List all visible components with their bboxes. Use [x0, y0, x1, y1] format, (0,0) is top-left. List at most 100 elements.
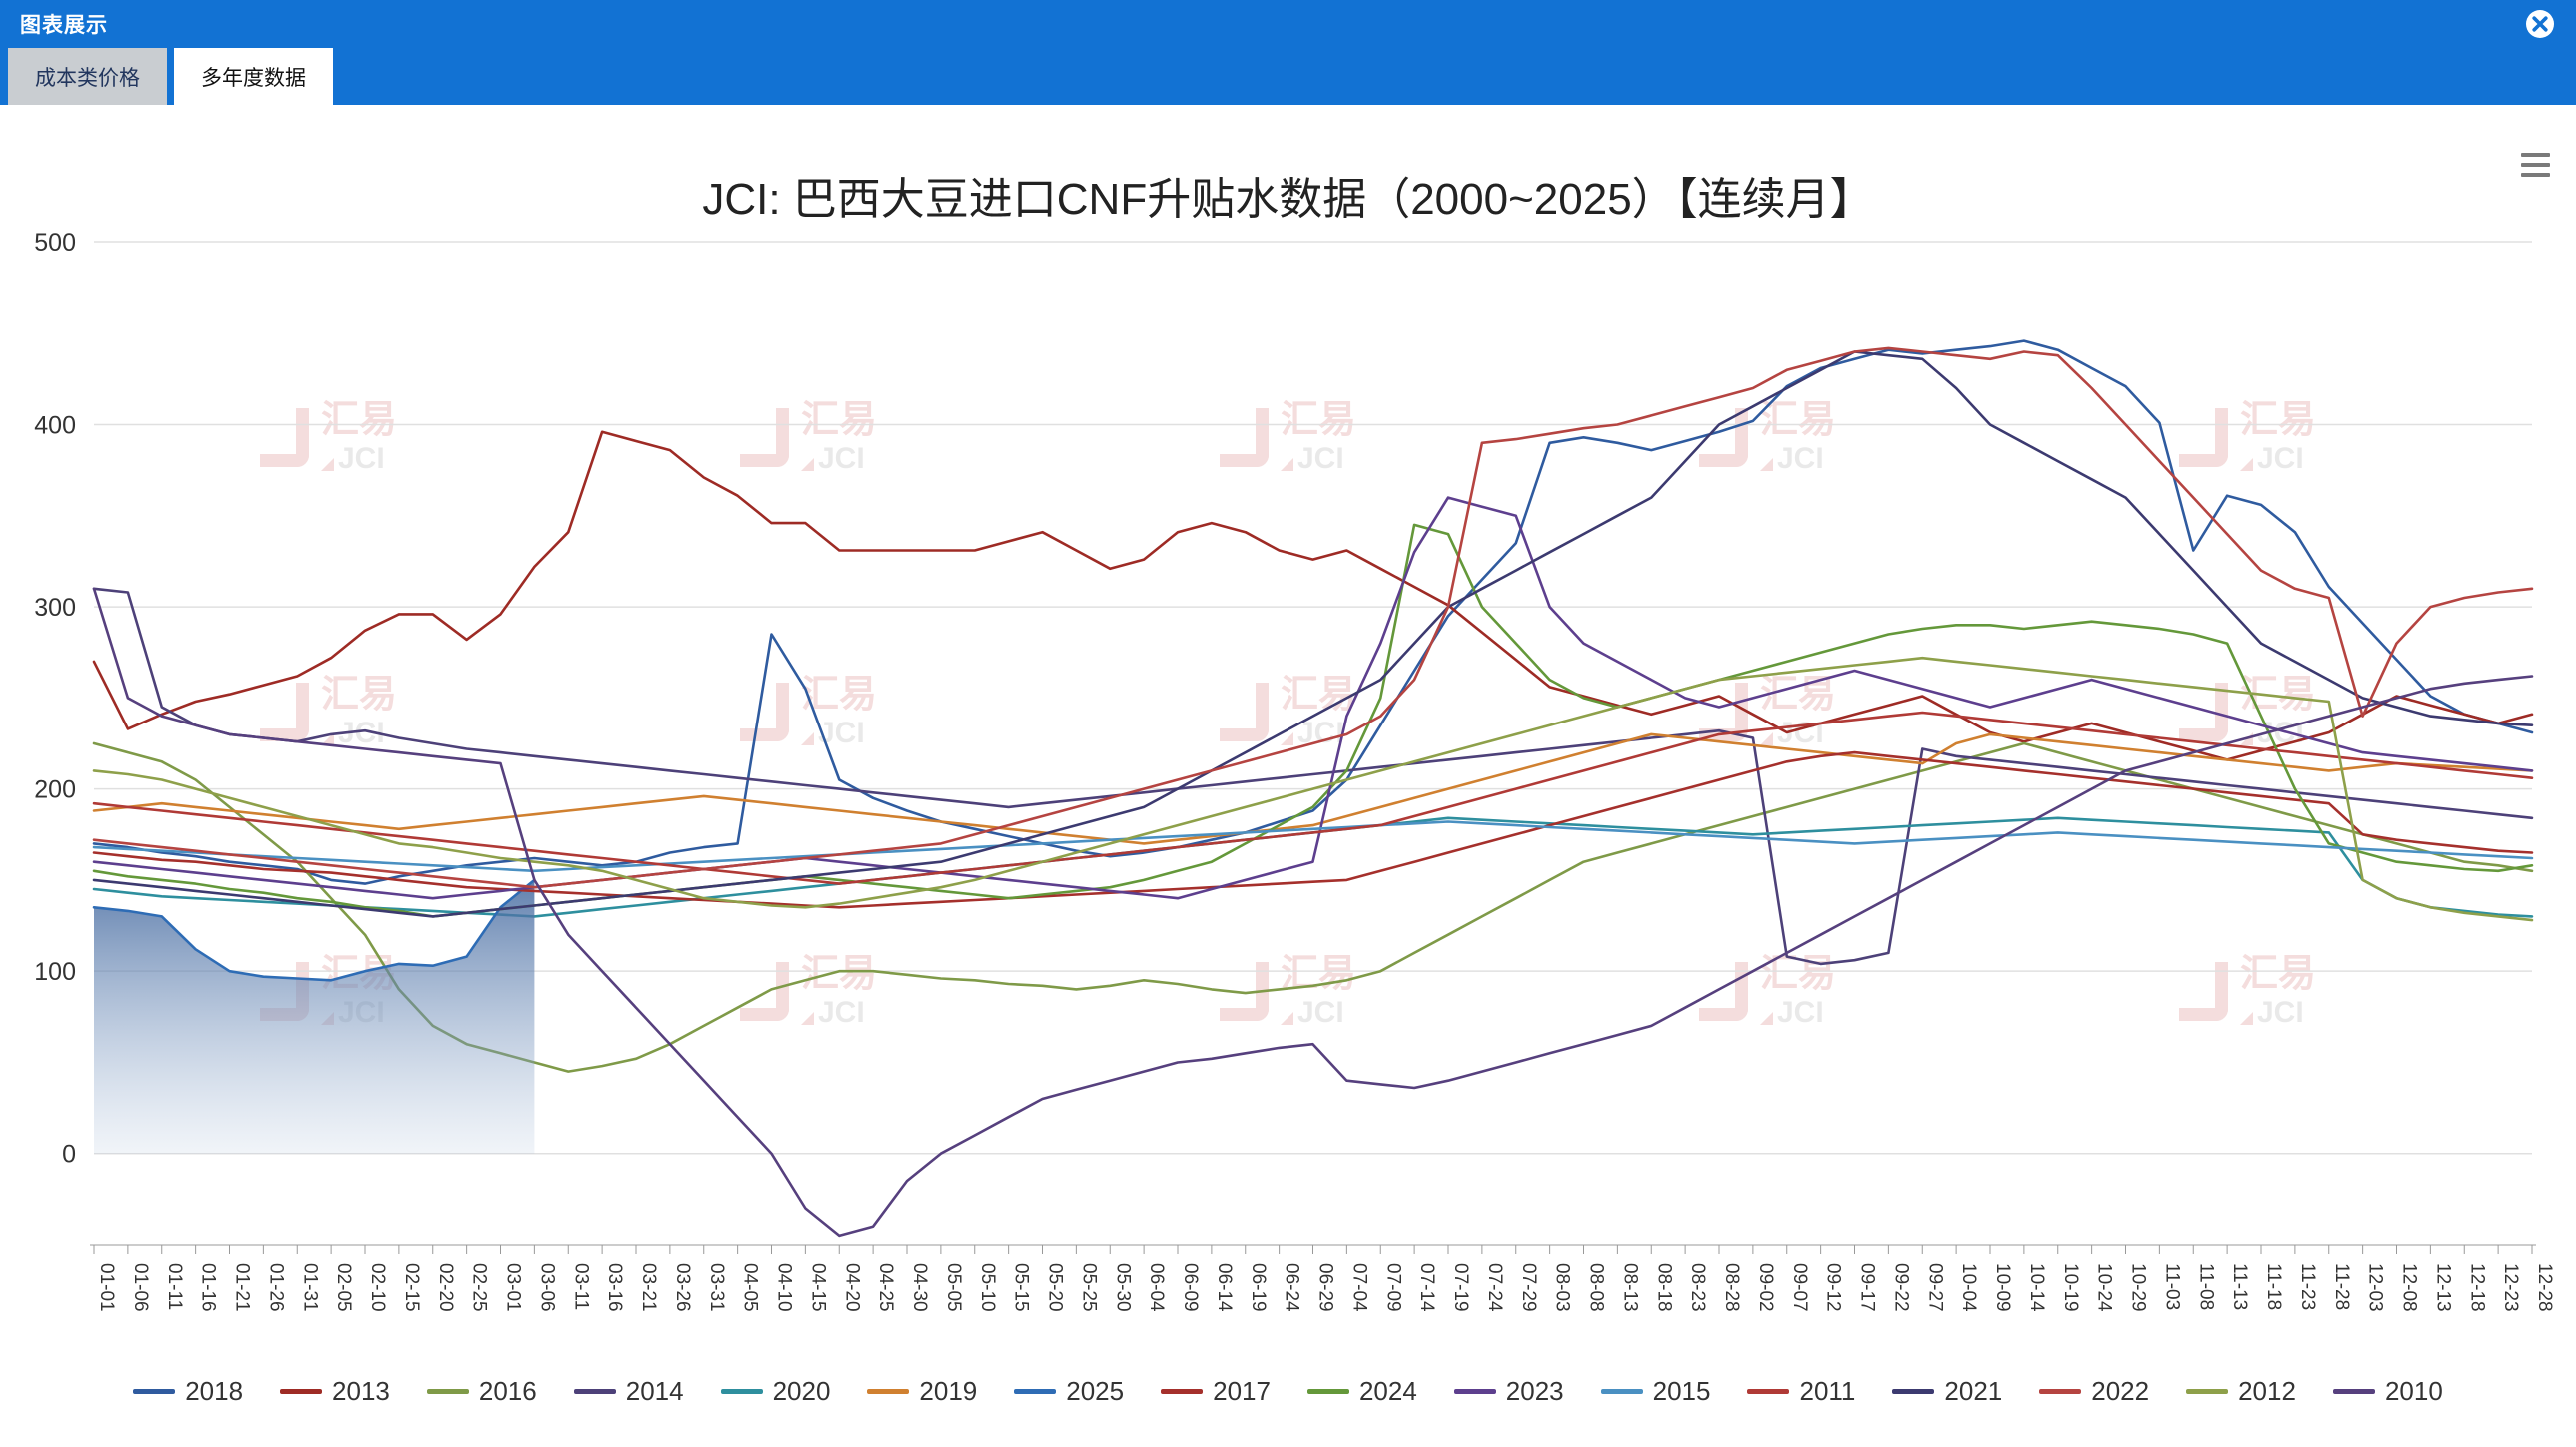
legend-item-2023[interactable]: 2023	[1453, 1376, 1564, 1407]
legend-label: 2013	[332, 1376, 390, 1406]
x-axis-label: 07-09	[1382, 1263, 1403, 1312]
x-axis-label: 06-04	[1146, 1263, 1167, 1312]
x-axis-label: 07-14	[1416, 1263, 1437, 1312]
x-axis-label: 08-08	[1586, 1263, 1607, 1312]
x-axis-label: 03-11	[570, 1263, 591, 1310]
series-line-2019[interactable]	[92, 732, 2534, 845]
window-titlebar: 图表展示	[0, 0, 2576, 48]
legend-item-2010[interactable]: 2010	[2332, 1376, 2443, 1407]
x-axis-label: 03-26	[672, 1263, 693, 1312]
series-line-2018[interactable]	[92, 339, 2534, 885]
y-axis-label: 200	[34, 776, 76, 804]
legend-line-icon	[1453, 1389, 1496, 1394]
legend-line-icon	[2039, 1389, 2082, 1394]
x-axis-label: 09-07	[1789, 1263, 1810, 1312]
legend-label: 2020	[772, 1376, 831, 1406]
legend-label: 2019	[919, 1376, 978, 1406]
legend-item-2020[interactable]: 2020	[720, 1376, 831, 1407]
legend-item-2014[interactable]: 2014	[573, 1376, 684, 1407]
x-axis-label: 03-21	[638, 1263, 659, 1312]
close-icon	[2526, 10, 2554, 38]
x-axis-label: 12-03	[2365, 1263, 2386, 1312]
legend-label: 2018	[185, 1376, 244, 1406]
x-axis-label: 10-14	[2026, 1263, 2047, 1312]
series-line-2012[interactable]	[92, 656, 2534, 922]
series-line-2025[interactable]	[92, 878, 536, 982]
legend-item-2017[interactable]: 2017	[1161, 1376, 1271, 1407]
legend-line-icon	[1306, 1389, 1349, 1394]
x-axis-label: 01-31	[299, 1263, 320, 1312]
x-axis-label: 11-28	[2331, 1263, 2352, 1310]
x-axis-label: 04-15	[807, 1263, 828, 1312]
legend-item-2015[interactable]: 2015	[1600, 1376, 1711, 1407]
legend-line-icon	[2186, 1389, 2229, 1394]
x-axis-label: 01-11	[164, 1263, 185, 1310]
series-line-2017[interactable]	[92, 750, 2534, 909]
chart-canvas[interactable]: 0 100 200 300 400 500 01-01 01-06 01-11 01-16 01-2…	[0, 105, 2576, 1447]
legend-label: 2015	[1652, 1376, 1711, 1406]
y-axis-label: 500	[34, 229, 76, 257]
x-axis-label: 01-21	[232, 1263, 253, 1312]
x-axis-label: 03-01	[503, 1263, 524, 1312]
x-axis-label: 10-09	[1992, 1263, 2013, 1312]
legend-line-icon	[573, 1389, 616, 1394]
series-line-2023[interactable]	[92, 496, 2534, 900]
x-axis-label: 12-23	[2500, 1263, 2521, 1312]
series-line-2022[interactable]	[92, 346, 2534, 889]
x-axis-label: 08-28	[1721, 1263, 1742, 1312]
legend-line-icon	[426, 1389, 469, 1394]
tab-bar: 成本类价格 多年度数据	[0, 48, 2576, 105]
legend-item-2016[interactable]: 2016	[426, 1376, 537, 1407]
x-axis-label: 01-26	[265, 1263, 286, 1312]
x-axis-label: 10-24	[2094, 1263, 2115, 1312]
legend-line-icon	[1600, 1389, 1643, 1394]
legend-item-2011[interactable]: 2011	[1747, 1376, 1855, 1407]
x-axis-label: 12-08	[2399, 1263, 2420, 1312]
y-axis-label: 300	[34, 594, 76, 622]
y-axis-label: 0	[62, 1141, 76, 1169]
legend-item-2022[interactable]: 2022	[2039, 1376, 2149, 1407]
legend-line-icon	[133, 1389, 176, 1394]
series-line-2011[interactable]	[92, 711, 2534, 885]
x-axis-label: 07-24	[1484, 1263, 1505, 1312]
legend-label: 2025	[1066, 1376, 1125, 1406]
tab-multi-year-data[interactable]: 多年度数据	[174, 48, 333, 105]
legend-line-icon	[867, 1389, 910, 1394]
x-axis-label: 05-15	[1011, 1263, 1032, 1312]
legend-item-2013[interactable]: 2013	[280, 1376, 390, 1407]
x-axis-label: 11-18	[2263, 1263, 2284, 1310]
legend-item-2018[interactable]: 2018	[133, 1376, 243, 1407]
legend-label: 2023	[1505, 1376, 1564, 1406]
legend-item-2025[interactable]: 2025	[1014, 1376, 1124, 1407]
chart-legend: 2018 2013 2016 2014 2020 2019 2025 2017 2024 2023…	[0, 1376, 2576, 1407]
close-button[interactable]	[2524, 8, 2556, 40]
legend-item-2021[interactable]: 2021	[1892, 1376, 2002, 1407]
series-line-2021[interactable]	[92, 350, 2534, 918]
legend-item-2019[interactable]: 2019	[867, 1376, 977, 1407]
x-axis-label: 12-13	[2432, 1263, 2453, 1312]
legend-line-icon	[1014, 1389, 1057, 1394]
legend-label: 2012	[2238, 1376, 2296, 1406]
legend-label: 2014	[625, 1376, 684, 1406]
series-line-2015[interactable]	[92, 820, 2534, 873]
legend-item-2012[interactable]: 2012	[2186, 1376, 2296, 1407]
x-axis-label: 12-28	[2534, 1263, 2555, 1312]
x-axis-label: 09-27	[1924, 1263, 1945, 1312]
legend-item-2024[interactable]: 2024	[1306, 1376, 1417, 1407]
x-axis-label: 05-10	[977, 1263, 998, 1312]
tab-cost-prices[interactable]: 成本类价格	[8, 48, 167, 105]
legend-label: 2016	[478, 1376, 537, 1406]
x-axis-label: 01-06	[130, 1263, 151, 1312]
x-axis-label: 02-15	[401, 1263, 422, 1312]
x-axis-label: 03-31	[706, 1263, 727, 1312]
toolbox-menu-icon[interactable]	[2521, 153, 2550, 177]
series-line-2014[interactable]	[92, 587, 2534, 966]
legend-line-icon	[1747, 1389, 1790, 1394]
series-line-2010[interactable]	[92, 587, 2534, 1238]
series-line-2013[interactable]	[92, 430, 2534, 761]
legend-label: 2017	[1213, 1376, 1271, 1406]
x-axis-label: 10-29	[2128, 1263, 2149, 1312]
legend-line-icon	[1892, 1389, 1935, 1394]
legend-label: 2011	[1799, 1376, 1856, 1406]
